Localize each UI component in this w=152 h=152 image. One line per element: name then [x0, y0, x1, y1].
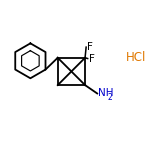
Text: F: F	[87, 42, 93, 52]
Text: 2: 2	[107, 93, 112, 102]
Text: F: F	[89, 54, 95, 64]
Text: HCl: HCl	[126, 51, 147, 64]
Text: NH: NH	[98, 88, 114, 98]
